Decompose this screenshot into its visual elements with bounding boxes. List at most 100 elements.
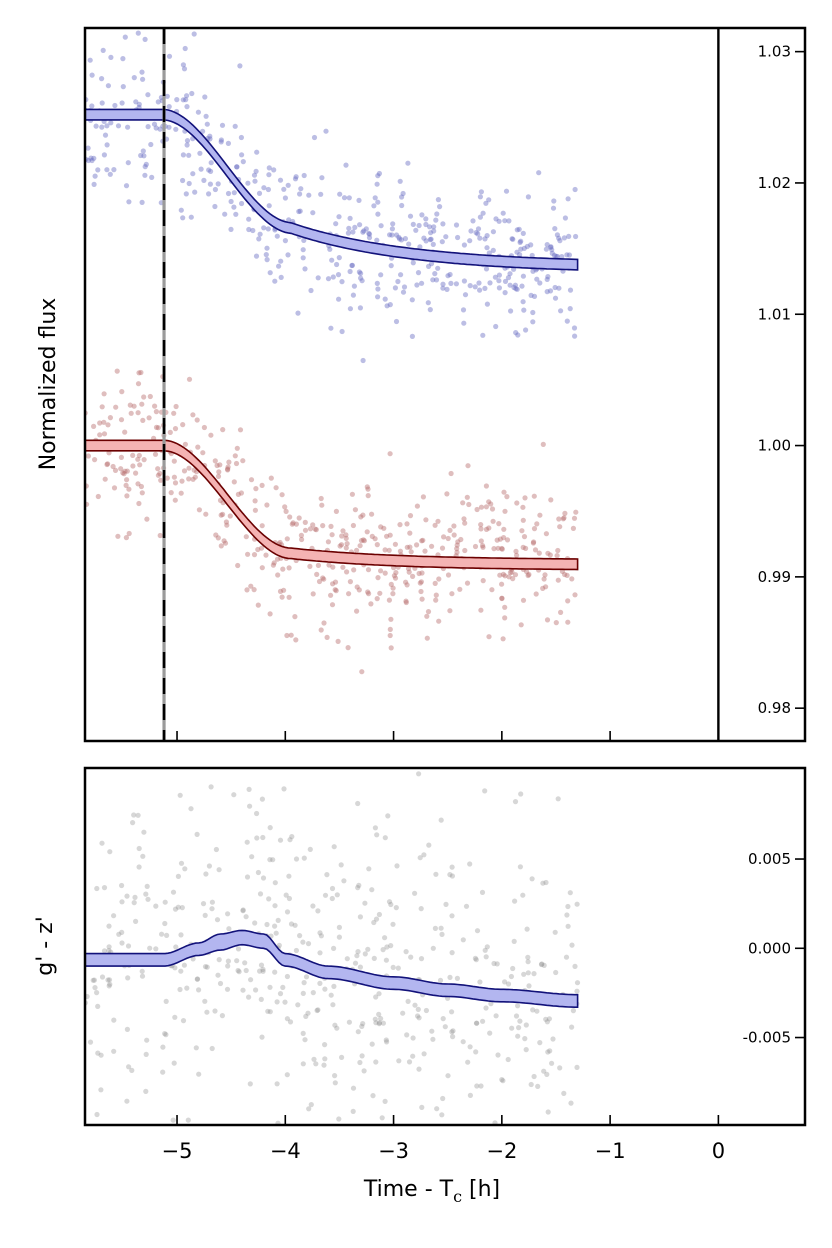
data-point [173,126,179,132]
data-point [300,939,306,945]
data-point [280,984,286,991]
data-point [523,1047,529,1053]
data-point [521,307,527,313]
data-point [180,97,186,103]
data-point [360,1021,366,1027]
data-point [358,514,364,520]
time-x-axis-label-suffix: [h] [462,1177,500,1202]
data-point [524,1134,529,1139]
data-point [483,200,489,206]
data-point [292,176,299,182]
data-point [321,576,327,582]
data-point [398,272,404,278]
data-point [111,485,118,491]
data-point [372,195,378,201]
data-point [106,983,112,989]
data-point [350,522,356,529]
data-point [111,1017,117,1023]
data-point [131,812,137,818]
data-point [418,906,424,912]
data-point [203,871,209,877]
data-point [87,1039,94,1045]
data-point [495,545,501,551]
data-point [87,57,93,63]
data-point [284,909,291,915]
data-point [517,864,524,870]
data-point [267,270,273,276]
data-point [502,979,508,985]
data-point [387,632,393,639]
data-point [437,204,443,210]
data-point [191,31,197,37]
data-point [382,835,388,841]
data-point [433,277,440,283]
data-point [355,800,361,807]
data-point [425,300,431,306]
data-point [144,516,150,522]
data-point [347,579,353,585]
data-point [454,975,460,982]
data-point [380,1020,386,1026]
data-point [513,1013,520,1019]
data-point [493,1013,499,1019]
data-point [178,860,185,866]
data-point [382,570,388,576]
data-point [394,863,400,869]
data-point [357,543,363,549]
data-point [225,911,231,917]
data-point [501,535,507,541]
data-point [252,178,258,184]
data-point [390,964,396,971]
data-point [281,186,287,192]
data-point [410,260,416,266]
data-point [562,510,568,516]
data-point [552,929,558,935]
data-point [284,536,290,542]
data-point [378,568,384,574]
data-point [259,482,265,488]
data-point [376,170,382,177]
data-point [544,617,551,623]
data-point [153,424,160,430]
data-point [318,933,324,939]
data-point [440,281,446,287]
data-point [572,333,578,339]
data-point [489,506,496,512]
data-point [473,1049,479,1055]
data-point [390,221,396,227]
data-point [171,1060,177,1066]
data-point [322,986,328,992]
data-point [158,477,164,483]
data-point [343,162,349,168]
data-point [225,464,231,470]
data-point [329,602,336,608]
data-point [284,973,290,980]
data-point [302,266,308,272]
data-point [372,825,378,831]
data-point [152,403,158,409]
data-point [295,310,301,316]
data-point [351,567,357,573]
data-point [504,537,511,543]
data-point [293,174,299,180]
data-point [490,229,496,235]
data-point [526,571,532,578]
data-point [236,969,242,975]
data-point [510,236,516,242]
data-point [136,370,142,376]
data-point [185,1117,191,1123]
data-point [378,272,384,278]
data-point [258,962,265,968]
data-point [284,1016,290,1022]
data-point [318,191,324,197]
data-point [122,34,128,40]
data-point [382,547,388,553]
data-point [412,890,418,896]
data-point [361,538,367,544]
data-point [336,296,342,302]
data-point [257,231,263,237]
data-point [567,306,573,312]
data-point [574,988,580,994]
data-point [430,241,436,247]
data-point [386,547,392,553]
